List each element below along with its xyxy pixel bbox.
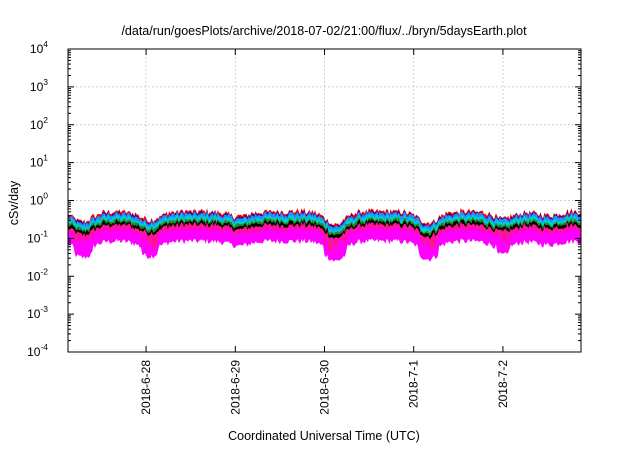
series-floor [68,238,581,352]
x-tick-label: 2018-7-1 [407,360,421,408]
y-tick-label: 101 [30,153,48,170]
y-tick-label: 10-1 [27,228,48,245]
x-axis-label: Coordinated Universal Time (UTC) [228,429,420,443]
tick-layer [68,48,581,353]
label-layer: 10-4 10-3 10-2 10-1 100 101 102 103 104 2018-6-28… [27,39,510,415]
y-tick-label: 10-2 [27,266,48,283]
x-tick-label: 2018-6-28 [139,360,153,415]
y-tick-label: 103 [30,77,48,94]
y-tick-label: 104 [30,39,48,56]
y-axis-label: cSv/day [7,180,21,225]
y-tick-label: 10-3 [27,304,48,321]
y-tick-label: 100 [30,191,48,208]
x-tick-label: 2018-7-2 [496,360,510,408]
x-tick-label: 2018-6-29 [228,360,242,415]
y-tick-label: 10-4 [27,342,48,359]
series-layer [67,207,582,353]
chart-title: /data/run/goesPlots/archive/2018-07-02/2… [121,24,527,38]
y-tick-label: 102 [30,115,48,132]
x-tick-label: 2018-6-30 [318,360,332,415]
